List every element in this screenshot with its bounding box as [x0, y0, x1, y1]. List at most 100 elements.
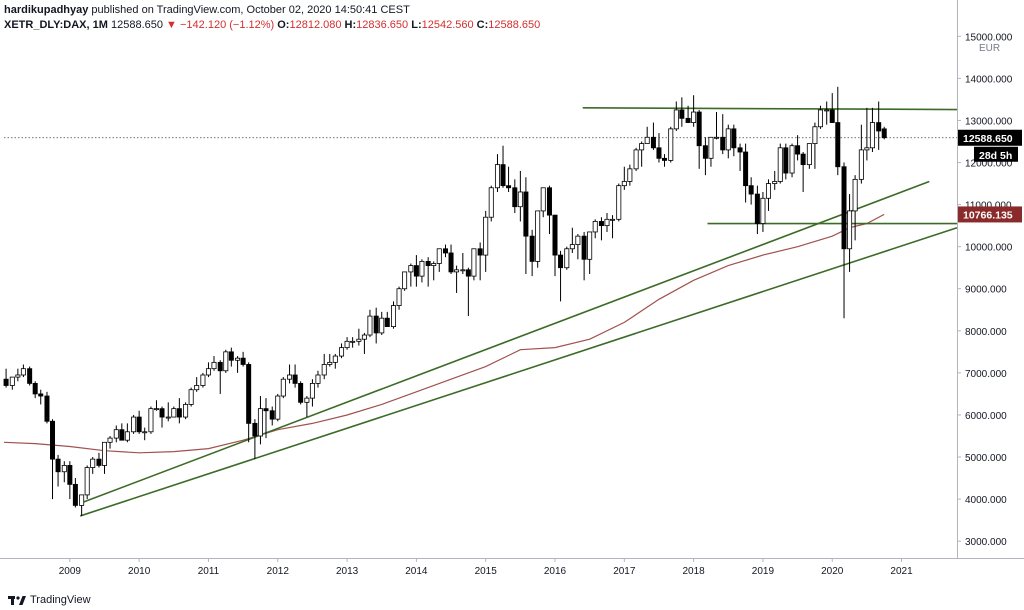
candle-body-down: [800, 153, 806, 166]
tradingview-brand[interactable]: TradingView: [30, 594, 91, 606]
author-name[interactable]: hardikupadhyay: [4, 4, 89, 16]
candle: [194, 377, 200, 392]
candle-body-up: [361, 334, 367, 340]
candle: [460, 252, 466, 275]
candle: [817, 105, 823, 129]
trendline: [79, 226, 958, 517]
candle: [419, 259, 425, 283]
candle-body-up: [90, 458, 96, 468]
y-tick-label: 7000.000: [965, 369, 1007, 380]
candle: [269, 406, 275, 426]
candle-body-up: [436, 248, 442, 264]
candle: [772, 170, 778, 190]
x-tick-label: 2017: [613, 566, 636, 577]
candle-body-up: [616, 185, 622, 220]
candle-body-down: [748, 185, 754, 195]
candle: [517, 170, 523, 222]
candle: [621, 166, 627, 190]
y-tick-label: 3000.000: [965, 537, 1007, 548]
candle-body-down: [841, 166, 847, 250]
candle: [361, 332, 367, 354]
candle-body-down: [217, 361, 223, 372]
candle: [864, 107, 870, 161]
candle: [592, 219, 598, 239]
candle: [668, 126, 674, 163]
candle-body-up: [633, 149, 639, 170]
candle: [275, 393, 281, 422]
candle: [604, 213, 610, 232]
x-tick-label: 2012: [267, 566, 290, 577]
candle: [72, 478, 78, 508]
close-label: C:: [476, 19, 489, 31]
candle-body-up: [789, 145, 795, 174]
candle-body-down: [702, 145, 708, 159]
candle: [494, 154, 500, 192]
candle: [339, 343, 345, 359]
candle-body-up: [107, 437, 113, 443]
candle: [876, 101, 882, 150]
candle: [702, 137, 708, 176]
candle-body-up: [101, 441, 107, 466]
candle-body-up: [817, 109, 823, 128]
candle: [564, 246, 570, 270]
candle-body-up: [20, 368, 26, 376]
candle-body-up: [79, 494, 85, 506]
candle: [529, 229, 535, 277]
candle: [454, 265, 460, 293]
candle-body-down: [876, 122, 882, 132]
candle: [183, 402, 189, 420]
candle-body-up: [517, 191, 523, 208]
candle: [431, 261, 437, 281]
candle: [841, 162, 847, 319]
candle-body-down: [529, 235, 535, 262]
y-tick-label: 15000.000: [965, 32, 1013, 43]
y-tick-label: 10000.000: [965, 243, 1013, 254]
candle: [67, 461, 73, 500]
y-tick-label: 9000.000: [965, 285, 1007, 296]
ohlc-line: XETR_DLY:DAX, 1M 12588.650 ▼ −142.120 (−…: [4, 18, 924, 33]
candle-body-up: [332, 355, 338, 363]
candle: [483, 210, 489, 272]
candle: [477, 242, 483, 281]
x-tick-label: 2014: [405, 566, 428, 577]
candle-body-up: [460, 269, 466, 272]
candle: [783, 143, 789, 180]
candle: [3, 368, 9, 388]
candle: [448, 244, 454, 275]
candle-body-down: [598, 221, 604, 227]
candle: [223, 349, 229, 373]
candle: [142, 427, 148, 441]
high-value: 12836.650: [356, 19, 409, 31]
candle-body-up: [321, 364, 327, 376]
y-tick-label: 5000.000: [965, 453, 1007, 464]
candle-body-up: [627, 168, 633, 182]
candle-body-up: [575, 235, 581, 245]
candle: [731, 124, 737, 157]
y-tick-label: 13000.000: [965, 116, 1013, 127]
candle: [148, 406, 154, 434]
x-tick-label: 2016: [544, 566, 567, 577]
candle-body-down: [413, 265, 419, 277]
candle-body-up: [864, 147, 870, 151]
candle-body-up: [304, 397, 310, 403]
candle-body-up: [604, 218, 610, 227]
candle-body-up: [391, 305, 397, 328]
candle: [824, 101, 830, 125]
candle-body-down: [829, 109, 835, 123]
candle-body-up: [339, 347, 345, 357]
candle-body-down: [500, 164, 506, 187]
symbol-label[interactable]: XETR_DLY:DAX, 1M: [4, 19, 108, 31]
candle: [205, 362, 211, 378]
candle: [124, 423, 130, 443]
candle-body-up: [431, 263, 437, 267]
candle: [408, 263, 414, 287]
candle-body-down: [159, 408, 165, 418]
candle: [15, 368, 21, 382]
candle: [113, 425, 119, 443]
candle: [171, 406, 177, 418]
x-tick-label: 2018: [683, 566, 706, 577]
open-label: O:: [277, 19, 290, 31]
last-price: 12588.650: [110, 19, 163, 31]
candle: [743, 143, 749, 203]
